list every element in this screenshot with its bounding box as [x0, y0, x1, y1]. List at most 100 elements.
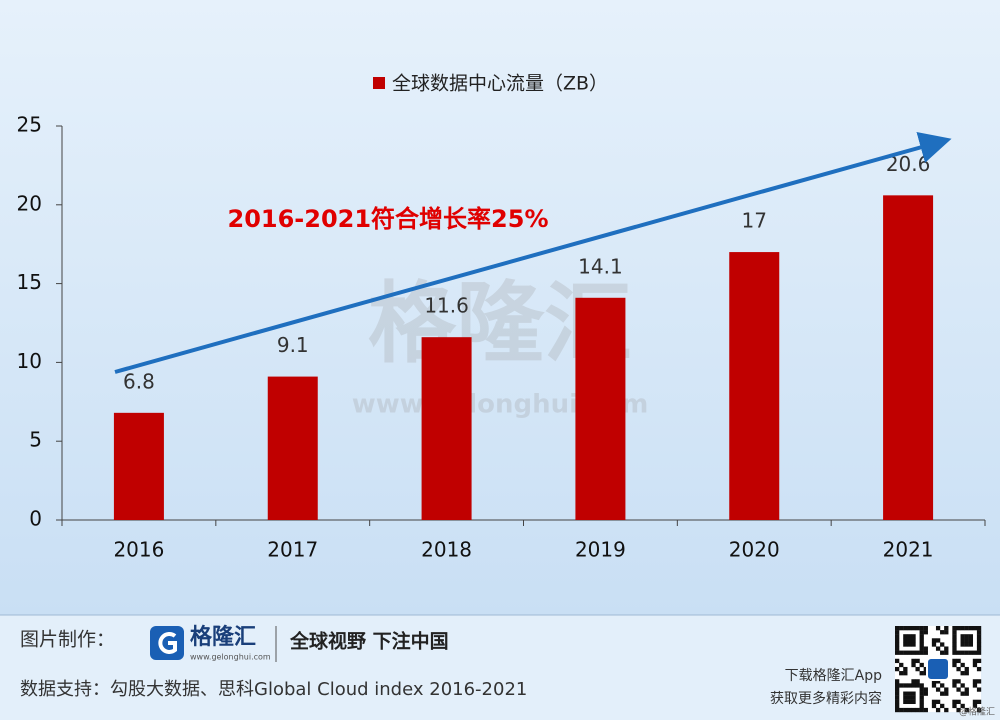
qr-cell	[915, 658, 920, 664]
qr-cell	[964, 666, 969, 672]
qr-cell	[907, 638, 912, 643]
qr-cell	[895, 707, 900, 713]
qr-cell	[956, 658, 961, 664]
qr-cell	[903, 650, 908, 655]
y-tick-label: 10	[17, 349, 42, 373]
qr-cell	[964, 638, 969, 643]
qr-cell	[923, 707, 928, 713]
qr-cell	[972, 626, 978, 631]
bar	[575, 297, 626, 520]
qr-cell	[899, 683, 904, 688]
x-tick-label: 2016	[113, 538, 164, 562]
qr-cell	[895, 666, 900, 672]
qr-cell	[915, 666, 920, 672]
qr-cell	[964, 642, 969, 647]
qr-cell	[923, 630, 928, 635]
qr-cell	[935, 679, 941, 684]
qr-cell	[960, 642, 965, 647]
qr-cell	[923, 626, 928, 631]
data-label: 14.1	[578, 254, 623, 278]
data-label: 11.6	[424, 294, 469, 318]
qr-cell	[903, 691, 908, 696]
qr-cell	[911, 650, 916, 655]
qr-cell	[915, 707, 920, 713]
qr-cell	[952, 626, 957, 631]
qr-cell	[960, 671, 965, 676]
trend-arrow	[114, 131, 952, 374]
handle: @格隆汇	[959, 706, 995, 718]
qr-cell	[923, 650, 928, 655]
qr-cell	[972, 699, 978, 705]
qr-cell	[895, 630, 900, 635]
logo-icon	[150, 626, 184, 660]
legend-label: 全球数据中心流量（ZB）	[392, 73, 608, 95]
x-tick-label: 2018	[421, 538, 472, 562]
qr-cell	[964, 634, 969, 639]
qr-cell	[899, 707, 904, 713]
qr-cell	[903, 699, 908, 705]
qr-cell	[895, 679, 900, 684]
qr-cell	[895, 634, 900, 639]
qr-cell	[956, 626, 961, 631]
slogan: 全球视野 下注中国	[289, 630, 449, 653]
qr-cell	[976, 650, 982, 655]
qr-cell	[964, 626, 969, 631]
qr-cell	[903, 626, 908, 631]
qr-cell	[907, 695, 912, 700]
x-tick-label: 2021	[883, 538, 934, 562]
qr-cell	[976, 646, 982, 651]
qr-cell	[911, 679, 916, 684]
qr-cell	[919, 650, 924, 655]
qr-cell	[976, 638, 982, 643]
qr-cell	[935, 699, 941, 705]
qr-cell	[944, 687, 949, 692]
qr-cell	[952, 642, 957, 647]
qr-cell	[895, 703, 900, 709]
logo-text: 格隆汇	[190, 624, 256, 650]
qr-cell	[907, 683, 912, 688]
logo-glyph	[158, 632, 177, 654]
qr-cell	[919, 703, 924, 709]
qr-cell	[903, 634, 908, 639]
qr-cell	[964, 691, 969, 696]
qr-cell	[952, 683, 957, 688]
qr-cell	[919, 671, 924, 676]
qr-cell	[972, 679, 978, 684]
qr-cell	[911, 699, 916, 705]
qr-cell	[895, 650, 900, 655]
qr-cell	[968, 650, 974, 655]
qr-cell	[976, 626, 982, 631]
qr-cell	[972, 703, 978, 709]
qr-cell	[919, 691, 924, 696]
qr-cell	[960, 626, 965, 631]
y-tick-label: 0	[29, 507, 42, 531]
qr-cell	[907, 699, 912, 705]
qr-cell	[944, 630, 949, 635]
qr-cell	[931, 699, 937, 705]
data-label: 6.8	[123, 369, 155, 393]
qr-cell	[911, 695, 916, 700]
qr-cell	[919, 687, 924, 692]
qr-cell	[903, 642, 908, 647]
y-tick-label: 5	[29, 428, 42, 452]
qr-cell	[899, 626, 904, 631]
qr-cell	[923, 671, 928, 676]
y-tick-label: 15	[17, 270, 42, 294]
qr-cell	[911, 626, 916, 631]
qr-cell	[960, 703, 965, 709]
qr-cell	[931, 703, 937, 709]
qr-cell	[952, 638, 957, 643]
qr-cell	[968, 634, 974, 639]
qr-cell	[952, 650, 957, 655]
qr-cell	[931, 638, 937, 643]
qr-cell	[919, 634, 924, 639]
qr-cell	[976, 630, 982, 635]
x-tick-label: 2017	[267, 538, 318, 562]
qr-cell	[935, 707, 941, 713]
qr-cell	[903, 683, 908, 688]
qr-cell	[952, 679, 957, 684]
qr-cell	[907, 707, 912, 713]
qr-cell	[935, 638, 941, 643]
qr-cell	[956, 650, 961, 655]
qr-cell	[907, 634, 912, 639]
